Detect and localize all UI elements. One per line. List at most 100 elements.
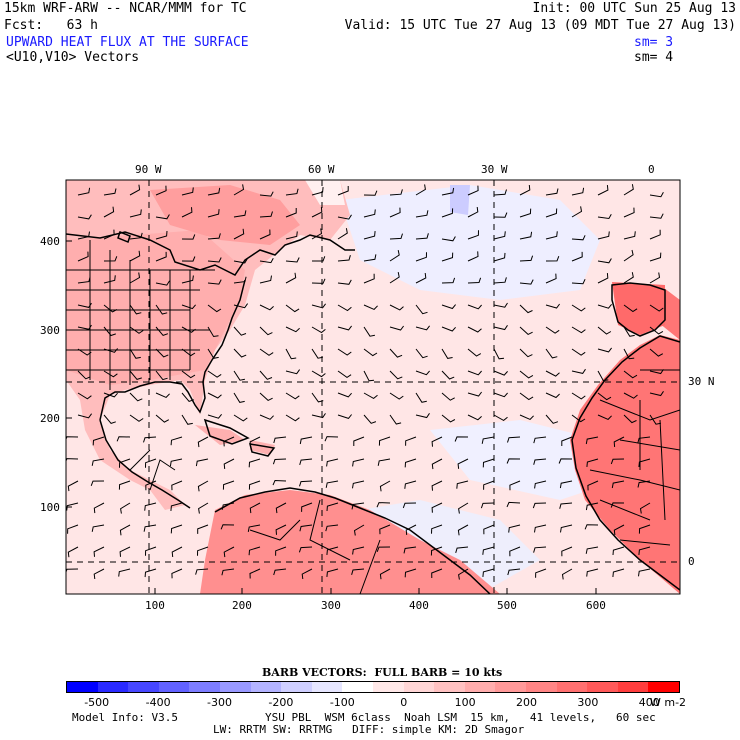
color-bar-swatch [311, 682, 343, 692]
wind-barb [638, 458, 651, 468]
color-bar-swatch [67, 682, 98, 692]
wind-barb [155, 370, 168, 381]
wind-barb [493, 252, 506, 262]
wind-barb [77, 324, 92, 330]
wind-barb [363, 414, 377, 424]
wind-barb [493, 302, 508, 308]
wind-barb [275, 524, 287, 535]
wind-barb [312, 256, 326, 262]
wind-barb [415, 252, 427, 262]
wind-barb [506, 501, 521, 508]
wind-barb [623, 326, 635, 337]
wind-barb [181, 256, 196, 262]
wind-barb [337, 214, 352, 220]
wind-barb [103, 304, 118, 313]
wind-barb [467, 230, 479, 240]
color-bar-swatch [281, 682, 312, 692]
wind-barb [233, 370, 245, 381]
wind-barb [170, 502, 183, 511]
x-tick-100: 100 [145, 599, 165, 612]
wind-barb [155, 185, 167, 196]
wind-barb [404, 568, 417, 578]
wind-barb [181, 392, 195, 402]
wind-barb [402, 502, 417, 509]
wind-barb [129, 348, 141, 359]
wind-barb [337, 255, 351, 262]
wind-barb [519, 392, 534, 401]
wind-barb [376, 546, 391, 552]
wind-barb [129, 414, 144, 422]
wind-barb [272, 479, 287, 486]
wind-barb [155, 414, 170, 423]
wind-barb [285, 326, 300, 333]
wind-barb [249, 502, 261, 514]
wind-barb [249, 436, 261, 447]
color-bar-swatch [464, 682, 496, 692]
wind-barb [207, 348, 219, 359]
wind-barb [155, 214, 170, 220]
wind-barb [559, 480, 573, 489]
color-bar-label: 100 [454, 696, 476, 709]
wind-barb [545, 208, 558, 218]
wind-barb [92, 436, 105, 446]
wind-barb [415, 272, 427, 284]
wind-barb [181, 370, 196, 379]
wind-barb [129, 184, 141, 196]
wind-barb [533, 546, 547, 553]
wind-barb [248, 546, 261, 556]
wind-barb [467, 251, 479, 262]
wind-barb [483, 524, 495, 535]
wind-barb [611, 480, 625, 489]
wind-barb [311, 228, 323, 240]
wind-barb [326, 458, 339, 467]
wind-barb [454, 436, 469, 442]
wind-barb [532, 502, 547, 509]
cool-flux-region [340, 185, 600, 300]
wind-barb [233, 258, 248, 264]
color-bar [66, 681, 680, 693]
wind-barb [326, 546, 339, 555]
wind-barb [301, 568, 313, 580]
wind-barb [467, 391, 482, 397]
wind-barb [77, 302, 92, 308]
iberia-land [612, 282, 665, 335]
wind-barb [441, 236, 456, 242]
wind-barb [623, 272, 634, 284]
wind-barb [571, 392, 586, 400]
wind-barb [623, 249, 634, 262]
lat-label-0: 0 [688, 555, 695, 568]
wind-barb [483, 480, 495, 490]
wind-barb [585, 436, 599, 445]
wind-barb [259, 191, 274, 197]
wind-barb [571, 368, 586, 374]
wind-barb [545, 256, 560, 262]
wind-barb [103, 326, 116, 337]
wind-barb [571, 326, 586, 334]
wind-barb [259, 392, 273, 401]
wind-barb [559, 502, 573, 509]
wind-barb [571, 187, 585, 196]
wind-barb [649, 213, 664, 219]
wind-barb [649, 229, 661, 240]
wind-barb [119, 546, 131, 557]
color-bar-swatch [97, 682, 129, 692]
wind-barb [507, 436, 521, 443]
wind-barb [649, 414, 661, 425]
vector-smoothing: sm= 4 [634, 50, 674, 65]
wind-barb [103, 414, 116, 424]
wind-barb [610, 458, 625, 465]
wind-barb [91, 524, 105, 532]
wind-barb [233, 303, 249, 309]
wind-barb [534, 524, 547, 533]
wind-barb [197, 436, 209, 448]
wind-barb [519, 279, 534, 285]
wind-barb [233, 184, 245, 196]
wind-barb [389, 325, 404, 331]
wind-barb [259, 304, 274, 311]
wind-barb [129, 326, 144, 334]
wind-barb [273, 436, 287, 444]
wind-barb [67, 546, 79, 558]
wind-barb [493, 212, 508, 218]
wind-barb [155, 230, 168, 240]
wind-barb [93, 546, 105, 557]
